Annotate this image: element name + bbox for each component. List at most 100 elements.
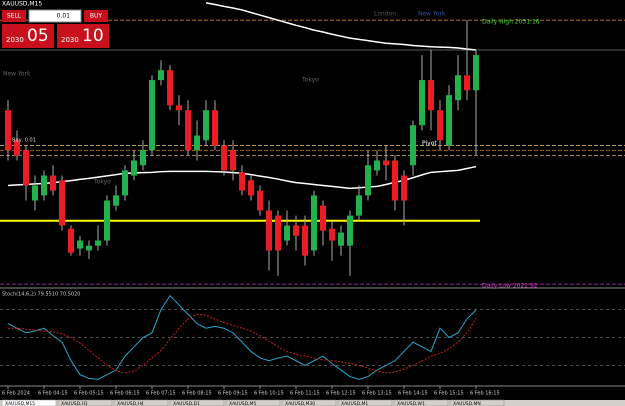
candle-body: [347, 215, 353, 246]
x-tick-label: 6 Feb 10:15: [254, 391, 284, 397]
trade-panel: XAUUSD,M15 SELL 0.01 BUY 2030 05 2030 10: [2, 1, 109, 48]
candle-body: [95, 240, 101, 246]
price-panel: Daily High 2031.16 Pivot Daily Low 2022.92: [0, 2, 625, 290]
x-tick-label: 6 Feb 16:15: [470, 391, 500, 397]
symbol-title: XAUUSD,M15: [2, 1, 42, 8]
buy-button[interactable]: [84, 10, 108, 22]
candle-body: [23, 150, 29, 186]
candle-body: [374, 160, 380, 171]
tab-label: XAUUSD,H4: [117, 401, 144, 406]
candle-body: [338, 232, 344, 246]
tab[interactable]: [281, 399, 337, 406]
tab[interactable]: [169, 399, 225, 406]
tab[interactable]: [337, 399, 393, 406]
candle-body: [212, 110, 218, 146]
x-tick-label: 6 Feb 2024: [2, 391, 30, 397]
candle-body: [356, 195, 362, 216]
sell-label: SELL: [7, 13, 22, 20]
tab[interactable]: [1, 399, 57, 406]
candle-body: [122, 170, 128, 196]
x-tick-label: 6 Feb 12:15: [326, 391, 356, 397]
stoch-line: [8, 313, 477, 374]
candle-body: [266, 210, 272, 251]
x-tick-label: 6 Feb 15:15: [434, 391, 464, 397]
candle-body: [437, 110, 443, 141]
candle-body: [392, 160, 398, 201]
order-label: Buy, 0.01: [12, 138, 36, 144]
candle-body: [239, 172, 245, 191]
candle-body: [428, 80, 434, 111]
lot-value: 0.01: [57, 13, 71, 20]
session-label: Tokyo: [301, 77, 319, 84]
candle-body: [86, 245, 92, 251]
candle-body: [104, 200, 110, 241]
candle-body: [446, 95, 452, 146]
candle-body: [248, 180, 254, 196]
candle-body: [59, 180, 65, 226]
candle-body: [32, 185, 38, 201]
session-label: New York: [418, 11, 446, 18]
tab[interactable]: [113, 399, 169, 406]
tab-label: XAUUSD,MN: [453, 401, 481, 406]
candle-body: [473, 55, 479, 91]
lot-input[interactable]: [28, 9, 82, 23]
buy-price-box[interactable]: [57, 24, 109, 48]
x-tick-label: 6 Feb 05:15: [74, 391, 104, 397]
candle-body: [410, 125, 416, 166]
tabs: XAUUSD,M15 XAUUSD,H1 XAUUSD,H4 XAUUSD,D1 XAU…: [1, 399, 505, 406]
candle-body: [203, 110, 209, 141]
tab-label: XAUUSD,M1: [341, 401, 368, 406]
candle-body: [311, 195, 317, 251]
candle-body: [365, 165, 371, 196]
candle-body: [221, 145, 227, 171]
candle-body: [230, 150, 236, 171]
sell-price-big: 2030: [6, 36, 24, 44]
session-label: London: [374, 11, 396, 18]
tab-label: XAUUSD,H1: [61, 401, 88, 406]
candle-body: [41, 175, 47, 196]
x-tick-label: 6 Feb 08:15: [182, 391, 212, 397]
candle-body: [329, 228, 335, 241]
level-label: Pivot: [422, 140, 437, 147]
candle-body: [455, 75, 461, 101]
x-tick-label: 6 Feb 14:15: [398, 391, 428, 397]
level-label: Daily High 2031.16: [482, 19, 540, 26]
candle-body: [401, 175, 407, 201]
tab-label: XAUUSD,W1: [397, 401, 425, 406]
stoch-panel: [0, 294, 625, 380]
candle-body: [464, 75, 470, 91]
tab[interactable]: [449, 399, 505, 406]
candle-body: [176, 105, 182, 111]
x-tick-label: 6 Feb 13:15: [362, 391, 392, 397]
tab-label: XAUUSD,M15: [5, 401, 35, 406]
sell-price-box[interactable]: [2, 24, 54, 48]
candle-body: [194, 135, 200, 151]
buy-price-points: 10: [82, 26, 104, 46]
x-tick-label: 6 Feb 07:15: [146, 391, 176, 397]
sell-button[interactable]: [2, 10, 26, 22]
candle-body: [158, 70, 164, 81]
tab[interactable]: [225, 399, 281, 406]
buy-label: BUY: [90, 13, 103, 20]
candle-body: [302, 225, 308, 256]
candle-body: [167, 70, 173, 106]
stoch-title: Stoch(14,6,2) 79.5510 70.5020: [2, 292, 80, 298]
tab[interactable]: [57, 399, 113, 406]
x-tick-label: 6 Feb 04:15: [38, 391, 68, 397]
candle-body: [140, 150, 146, 166]
x-tick-label: 6 Feb 09:15: [218, 391, 248, 397]
sell-price-points: 05: [27, 26, 49, 46]
candle-body: [275, 215, 281, 251]
candle-body: [131, 160, 137, 176]
tab-label: XAUUSD,D1: [173, 401, 200, 406]
x-tick-label: 6 Feb 11:15: [290, 391, 320, 397]
candle-body: [185, 110, 191, 151]
tab-label: XAUUSD,M30: [285, 401, 315, 406]
candle-body: [284, 225, 290, 241]
tab-label: XAUUSD,M5: [229, 401, 256, 406]
tab[interactable]: [393, 399, 449, 406]
session-label: New York: [3, 71, 31, 78]
moving-average: [205, 2, 477, 51]
candle-body: [149, 80, 155, 151]
candle-body: [419, 80, 425, 126]
